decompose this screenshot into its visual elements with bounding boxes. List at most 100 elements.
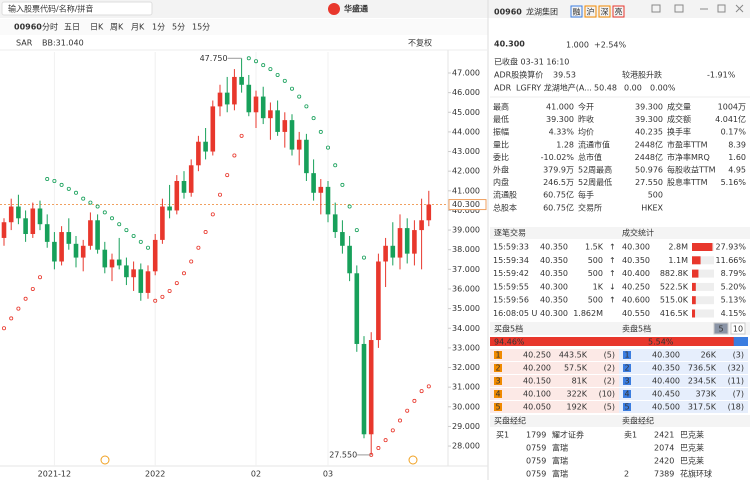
stat-price: 40.400	[622, 269, 650, 278]
sar-dot	[311, 116, 316, 121]
tab[interactable]: 15分	[192, 23, 210, 32]
stat-bar	[692, 282, 696, 291]
tab[interactable]: 周K	[110, 23, 124, 32]
adjust-select[interactable]: 不复权	[408, 38, 432, 48]
tab[interactable]: 分时	[42, 22, 58, 32]
sar-dot	[110, 216, 115, 221]
book-volume: 322K	[566, 390, 587, 399]
candle-body	[160, 206, 165, 240]
stat-label: 流通股	[493, 190, 517, 200]
level: 3	[624, 377, 629, 386]
sar-dot	[405, 408, 410, 413]
candle-body	[138, 269, 144, 293]
icon[interactable]	[674, 4, 684, 13]
icon[interactable]	[717, 4, 726, 13]
tab[interactable]: 五日	[64, 23, 80, 32]
event-marker[interactable]	[100, 455, 110, 465]
stat-pct: 11.66%	[715, 256, 746, 265]
book-row	[490, 388, 619, 400]
stat-label: 量比	[493, 139, 509, 149]
stat-bar	[692, 243, 713, 251]
book-row	[490, 401, 619, 413]
level: 4	[495, 390, 500, 399]
y-tick-label: 45.000	[452, 108, 480, 117]
candle-body	[217, 92, 223, 107]
search-box[interactable]	[1, 1, 153, 16]
level-box	[623, 390, 631, 398]
trade-volume: 1.862M	[573, 309, 603, 318]
stat-value: 4.95	[728, 166, 746, 175]
price: 40.300	[494, 40, 525, 49]
level: 3	[495, 377, 500, 386]
sar-dot	[30, 286, 35, 291]
sar-dot	[304, 104, 309, 109]
candle-body	[397, 228, 403, 258]
book-row	[619, 388, 748, 400]
status: 已收盘 03-31 16:10	[494, 57, 569, 67]
y-tick-label: 34.000	[452, 324, 480, 333]
sar-dot	[160, 294, 165, 299]
candle-body	[37, 208, 43, 225]
stat-volume: 416.5K	[660, 309, 689, 318]
level-box	[623, 403, 631, 411]
indicator-value: BB:31.040	[42, 39, 84, 48]
candle-body	[8, 206, 14, 223]
candle-body	[412, 230, 417, 254]
event-marker[interactable]	[408, 455, 418, 465]
candle-body	[289, 120, 295, 150]
candle-body	[1, 222, 7, 238]
sar-dot	[239, 133, 244, 138]
stat-bar-bg	[692, 256, 714, 265]
stat-value: 41.000	[546, 103, 574, 112]
broker-code: 7389	[654, 470, 674, 479]
candle-body	[59, 232, 64, 262]
book-orders: (10)	[599, 390, 615, 399]
level-box	[623, 377, 631, 385]
y-tick-label: 30.000	[452, 402, 480, 411]
last-price-tag	[448, 199, 487, 211]
tab[interactable]: 5分	[172, 23, 185, 32]
depth-btn[interactable]	[730, 322, 746, 335]
level: 1	[624, 351, 629, 360]
candle-body	[66, 232, 72, 244]
stat-value: 246.5万	[543, 178, 574, 187]
adr-cell: 50.48	[594, 84, 617, 93]
stat-label: 成交量	[667, 102, 691, 112]
tab[interactable]: 1分	[152, 23, 165, 32]
sar-dot	[232, 153, 237, 158]
icon[interactable]	[651, 4, 661, 13]
trade-time: 15:59:33	[493, 243, 529, 252]
sar-dot	[333, 163, 338, 168]
book-volume: 317.5K	[688, 403, 717, 412]
sar-dot	[196, 245, 201, 250]
last-price-label: 40.300	[452, 200, 480, 209]
candle-body	[347, 245, 352, 274]
sar-dot	[189, 259, 194, 264]
quote-code: 00960	[494, 8, 522, 17]
book-price: 40.100	[523, 390, 551, 399]
badge	[584, 5, 597, 18]
candle-body	[88, 220, 93, 246]
stat-price: 40.550	[622, 309, 650, 318]
sar-dot	[210, 212, 215, 217]
x-tick-label: 03	[323, 470, 333, 479]
tab[interactable]: 月K	[131, 23, 145, 32]
trade-time: 16:08:05 U	[493, 309, 537, 318]
candle-body	[268, 110, 273, 119]
badge-text: 亮	[615, 7, 623, 17]
badge	[598, 5, 611, 18]
y-tick-label: 36.000	[452, 284, 480, 293]
broker-code: 0759	[526, 444, 546, 453]
stat-value: 500	[648, 191, 663, 200]
depth-btn[interactable]	[713, 322, 729, 335]
stat-value: 2448亿	[635, 139, 663, 149]
icon[interactable]	[735, 4, 744, 13]
candle-body	[109, 259, 115, 268]
stat-value: 379.9万	[543, 166, 574, 175]
stat-value: 39.300	[546, 115, 574, 124]
stat-volume: 2.8M	[668, 243, 688, 252]
level: 1	[495, 351, 500, 360]
logo-icon	[328, 3, 340, 15]
candle-body	[239, 76, 244, 85]
tab[interactable]: 日K	[90, 23, 104, 32]
